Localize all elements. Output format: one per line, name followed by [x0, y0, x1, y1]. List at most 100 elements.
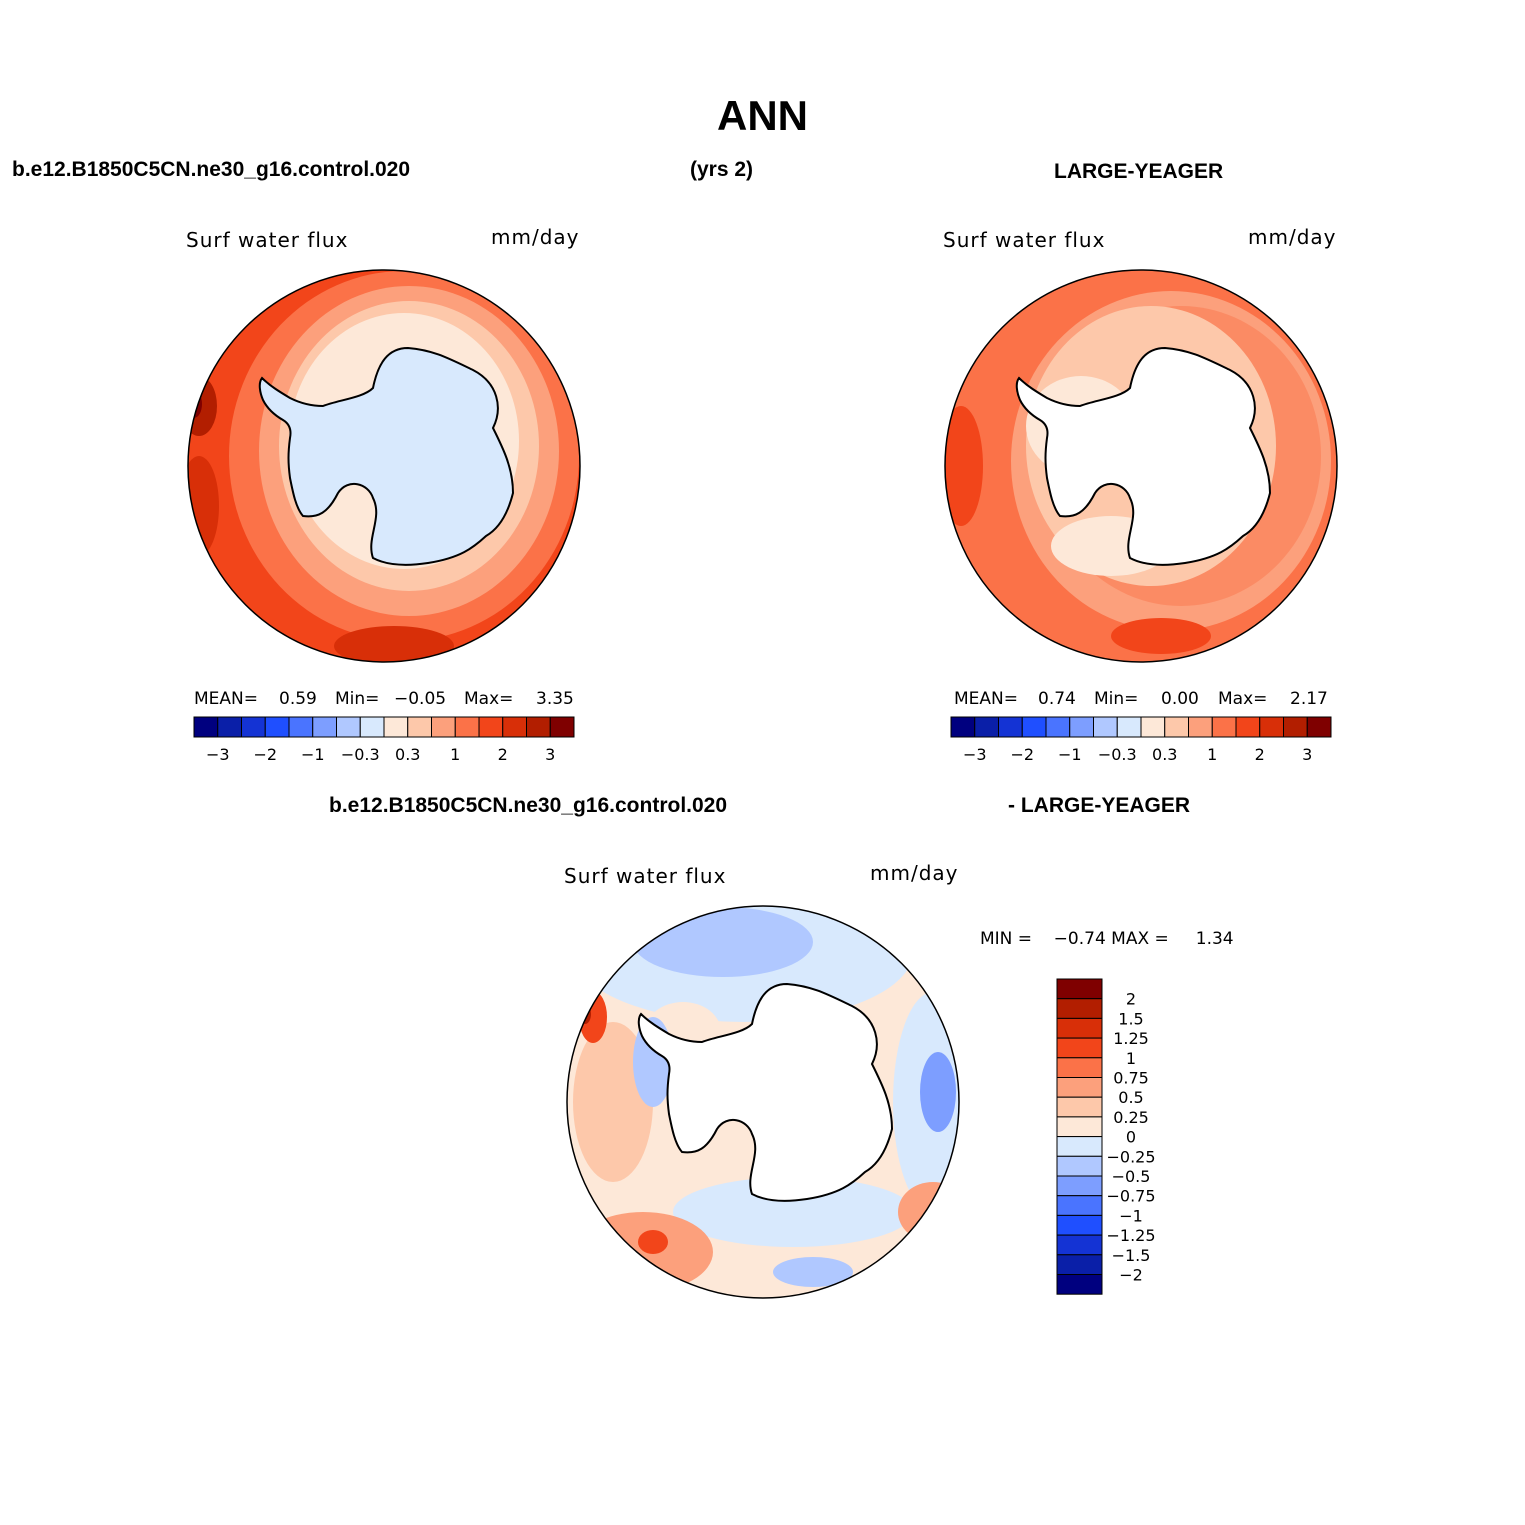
panel1-mean-label: MEAN= [194, 689, 258, 709]
colorbar-tick-label: −2 [253, 745, 277, 764]
colorbar-swatch [1056, 1057, 1103, 1079]
panel2-mean: 0.74 [1038, 689, 1076, 709]
panel1-units: mm/day [491, 225, 580, 249]
colorbar-tick-label: 1.25 [1113, 1029, 1149, 1048]
colorbar-swatch [1056, 1175, 1103, 1197]
colorbar-tick-label: 2 [1255, 745, 1265, 764]
panel1-variable: Surf water flux [186, 228, 349, 252]
colorbar-tick-label: 1.5 [1118, 1009, 1143, 1028]
colorbar-tick-label: −3 [963, 745, 987, 764]
colorbar-swatch [1056, 1116, 1103, 1138]
colorbar-tick-label: −1 [1119, 1206, 1143, 1225]
panel1-min: −0.05 [394, 689, 447, 709]
colorbar-swatch [1140, 716, 1166, 738]
colorbar-swatch [312, 716, 337, 738]
colorbar-tick-label: −1 [1058, 745, 1082, 764]
colorbar-swatch [549, 716, 575, 738]
colorbar-swatch [478, 716, 504, 738]
colorbar-swatch [217, 716, 242, 738]
colorbar-tick-label: 0.75 [1113, 1069, 1149, 1088]
panel1-mean: 0.59 [279, 689, 317, 709]
colorbar-swatch [998, 716, 1023, 738]
colorbar-swatch [1045, 716, 1071, 738]
colorbar-swatch [1211, 716, 1237, 738]
case-label: b.e12.B1850C5CN.ne30_g16.control.020 [12, 158, 411, 181]
colorbar-swatch [1056, 1037, 1103, 1059]
obs-label: LARGE-YEAGER [1054, 160, 1224, 183]
colorbar-swatch [1188, 716, 1213, 738]
panel2-map [944, 269, 1338, 663]
colorbar-tick-label: −0.3 [341, 745, 380, 764]
panel2-variable: Surf water flux [943, 228, 1106, 252]
panel1-colorbar: −3 −2 −1 −0.3 0.3 1 2 3 [193, 716, 575, 764]
colorbar-swatch [1056, 1195, 1103, 1216]
panel2-units: mm/day [1248, 225, 1337, 249]
colorbar-swatch [241, 716, 266, 738]
panel2-min: 0.00 [1161, 689, 1199, 709]
colorbar-swatch [1056, 998, 1103, 1019]
colorbar-tick-label: −1.25 [1106, 1226, 1155, 1245]
colorbar-swatch [1056, 1136, 1103, 1157]
colorbar-swatch [431, 716, 456, 738]
colorbar-swatch [1116, 716, 1142, 738]
colorbar-tick-label: 0.5 [1118, 1088, 1143, 1107]
colorbar-tick-label: 2 [1126, 990, 1136, 1009]
colorbar-swatch [193, 716, 219, 738]
colorbar-swatch [1021, 716, 1047, 738]
colorbar-tick-label: 0 [1126, 1128, 1136, 1147]
colorbar-tick-label: −1.5 [1112, 1246, 1151, 1265]
panel1-min-label: Min= [335, 689, 380, 709]
colorbar-swatch [407, 716, 432, 738]
colorbar-tick-label: −2 [1119, 1266, 1143, 1285]
colorbar-tick-label: −0.5 [1112, 1167, 1151, 1186]
colorbar-tick-label: 1 [1126, 1049, 1136, 1068]
colorbar-tick-label: 3 [1302, 745, 1312, 764]
panel1-map [187, 269, 581, 663]
panel3-variable: Surf water flux [564, 864, 727, 888]
colorbar-tick-label: −0.3 [1098, 745, 1137, 764]
colorbar-swatch [1056, 1234, 1103, 1256]
colorbar-swatch [1056, 1214, 1103, 1236]
colorbar-swatch [1056, 978, 1103, 1000]
colorbar-swatch [1056, 1077, 1103, 1098]
panel2-max: 2.17 [1290, 689, 1328, 709]
colorbar-swatch [454, 716, 480, 738]
diff-case-label: b.e12.B1850C5CN.ne30_g16.control.020 [329, 794, 728, 817]
colorbar-tick-label: −2 [1010, 745, 1034, 764]
colorbar-swatch [288, 716, 314, 738]
panel2-min-label: Min= [1094, 689, 1139, 709]
colorbar-swatch [264, 716, 290, 738]
colorbar-swatch [974, 716, 999, 738]
panel2-max-label: Max= [1218, 689, 1268, 709]
colorbar-tick-label: −1 [301, 745, 325, 764]
panel3-units: mm/day [870, 861, 959, 885]
colorbar-swatch [1164, 716, 1189, 738]
panel2-colorbar: −3 −2 −1 −0.3 0.3 1 2 3 [950, 716, 1332, 764]
colorbar-tick-label: 0.25 [1113, 1108, 1149, 1127]
panel3-map [566, 905, 960, 1299]
years-label: (yrs 2) [690, 158, 754, 181]
colorbar-tick-label: −3 [206, 745, 230, 764]
colorbar-swatch [1056, 1017, 1103, 1039]
colorbar-swatch [950, 716, 976, 738]
colorbar-swatch [1056, 1274, 1103, 1295]
colorbar-tick-label: −0.75 [1106, 1187, 1155, 1206]
colorbar-swatch [1306, 716, 1332, 738]
diff-obs-label: - LARGE-YEAGER [1008, 794, 1191, 817]
panel3-colorbar: 21.51.2510.750.50.250−0.25−0.5−0.75−1−1.… [1056, 978, 1156, 1295]
colorbar-tick-label: 3 [545, 745, 555, 764]
colorbar-swatch [1235, 716, 1261, 738]
colorbar-tick-label: 2 [498, 745, 508, 764]
colorbar-tick-label: 1 [450, 745, 460, 764]
panel1-max-label: Max= [464, 689, 514, 709]
colorbar-swatch [1283, 716, 1308, 738]
colorbar-swatch [383, 716, 409, 738]
colorbar-swatch [1259, 716, 1284, 738]
colorbar-swatch [1056, 1096, 1103, 1118]
colorbar-swatch [1056, 1254, 1103, 1275]
colorbar-swatch [502, 716, 527, 738]
colorbar-tick-label: 0.3 [395, 745, 420, 764]
colorbar-swatch [1069, 716, 1094, 738]
panel3-minmax: MIN = −0.74 MAX = 1.34 [980, 929, 1234, 949]
colorbar-swatch [526, 716, 551, 738]
